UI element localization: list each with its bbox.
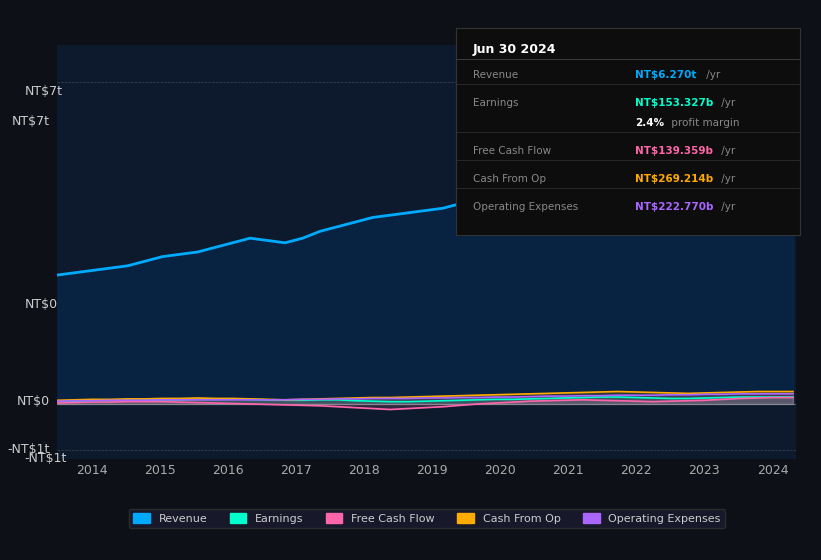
- Text: Revenue: Revenue: [473, 71, 518, 81]
- Text: Jun 30 2024: Jun 30 2024: [473, 43, 557, 55]
- Text: /yr: /yr: [704, 71, 721, 81]
- Legend: Revenue, Earnings, Free Cash Flow, Cash From Op, Operating Expenses: Revenue, Earnings, Free Cash Flow, Cash …: [129, 508, 725, 528]
- Text: Cash From Op: Cash From Op: [473, 174, 546, 184]
- Text: NT$269.214b: NT$269.214b: [635, 174, 713, 184]
- Text: NT$7t: NT$7t: [25, 85, 62, 98]
- Text: /yr: /yr: [718, 146, 736, 156]
- Text: NT$6.270t: NT$6.270t: [635, 71, 696, 81]
- Text: Free Cash Flow: Free Cash Flow: [473, 146, 551, 156]
- Text: NT$139.359b: NT$139.359b: [635, 146, 713, 156]
- Text: Operating Expenses: Operating Expenses: [473, 202, 578, 212]
- Text: profit margin: profit margin: [668, 118, 740, 128]
- Text: Earnings: Earnings: [473, 99, 518, 109]
- Text: /yr: /yr: [718, 202, 736, 212]
- Text: NT$0: NT$0: [17, 395, 50, 408]
- Text: NT$153.327b: NT$153.327b: [635, 99, 713, 109]
- Text: /yr: /yr: [718, 99, 736, 109]
- Text: /yr: /yr: [718, 174, 736, 184]
- Text: NT$222.770b: NT$222.770b: [635, 202, 713, 212]
- Text: NT$0: NT$0: [25, 298, 57, 311]
- Text: -NT$1t: -NT$1t: [25, 452, 67, 465]
- Text: NT$7t: NT$7t: [12, 115, 50, 128]
- Text: 2.4%: 2.4%: [635, 118, 664, 128]
- Text: -NT$1t: -NT$1t: [7, 443, 50, 456]
